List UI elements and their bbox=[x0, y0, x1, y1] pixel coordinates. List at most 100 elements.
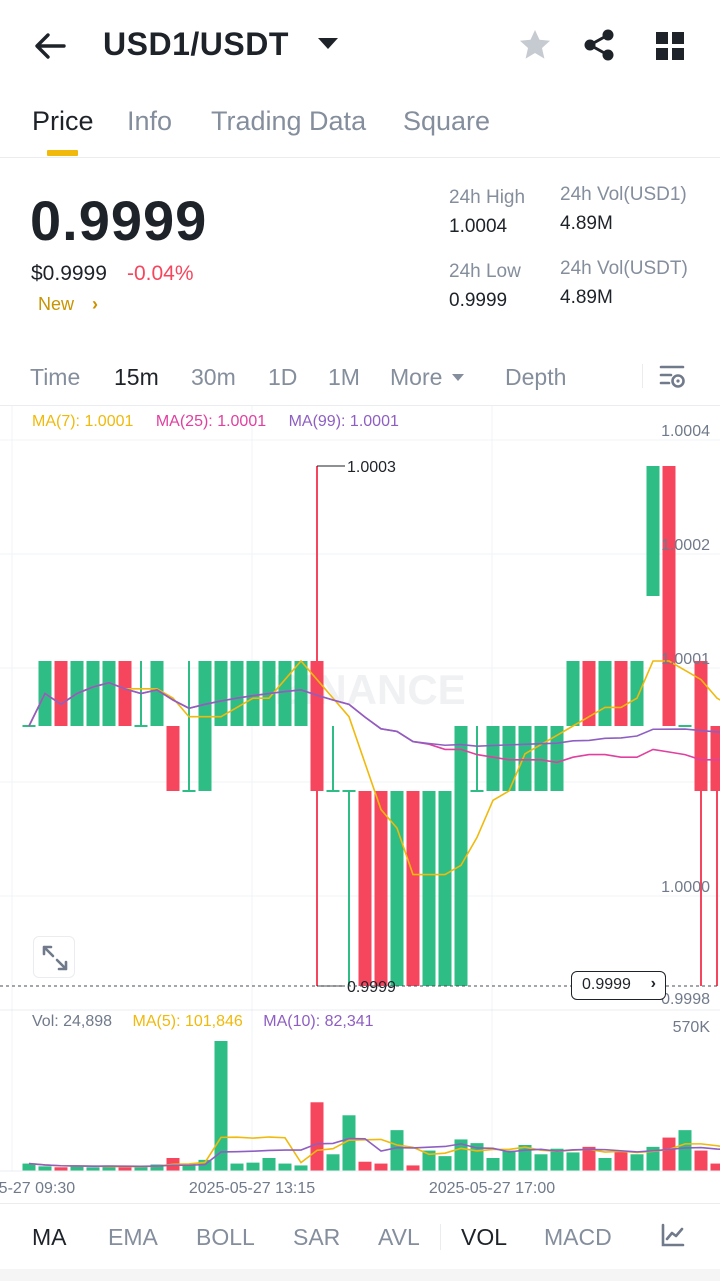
last-price-tag[interactable]: 0.9999 › bbox=[571, 971, 666, 1000]
volume-bar bbox=[646, 1146, 660, 1171]
candle-body bbox=[582, 661, 596, 726]
indicator-ma[interactable]: MA bbox=[32, 1224, 67, 1250]
volume-bar bbox=[486, 1158, 500, 1171]
y-axis-tick: 1.0002 bbox=[661, 537, 710, 554]
low-label: 24h Low bbox=[449, 261, 521, 282]
volume-bar bbox=[534, 1154, 548, 1171]
indicator-vol[interactable]: VOL bbox=[461, 1224, 508, 1250]
vol-usdt-label: 24h Vol(USDT) bbox=[560, 258, 688, 279]
volume-bar bbox=[214, 1041, 228, 1171]
chevron-down-icon[interactable] bbox=[318, 38, 338, 49]
candle-body bbox=[182, 790, 196, 792]
ma-legend: MA(7): 1.0001 MA(25): 1.0001 MA(99): 1.0… bbox=[32, 413, 417, 431]
candle-body bbox=[470, 790, 484, 792]
expand-icon bbox=[42, 945, 68, 971]
chart-settings-icon[interactable] bbox=[658, 362, 686, 390]
vol-ma10-legend: MA(10): 82,341 bbox=[263, 1013, 374, 1030]
indicator-macd[interactable]: MACD bbox=[544, 1224, 612, 1250]
vol-ma5-legend: MA(5): 101,846 bbox=[132, 1013, 243, 1030]
indicator-boll[interactable]: BOLL bbox=[196, 1224, 255, 1250]
volume-bar bbox=[582, 1146, 596, 1171]
volume-bar bbox=[454, 1139, 468, 1171]
volume-bar bbox=[710, 1163, 720, 1171]
candle-body bbox=[534, 726, 548, 791]
last-price: 0.9999 bbox=[30, 189, 208, 252]
high-marker-label: 1.0003 bbox=[347, 459, 396, 476]
divider bbox=[642, 364, 643, 388]
volume-legend: Vol: 24,898 MA(5): 101,846 MA(10): 82,34… bbox=[32, 1013, 390, 1031]
interval-1m[interactable]: 1M bbox=[328, 364, 360, 390]
interval-1d[interactable]: 1D bbox=[268, 364, 298, 390]
volume-bar bbox=[310, 1102, 324, 1171]
high-label: 24h High bbox=[449, 187, 526, 208]
indicator-avl[interactable]: AVL bbox=[378, 1224, 420, 1250]
volume-bar bbox=[150, 1164, 164, 1171]
interval-time[interactable]: Time bbox=[30, 364, 81, 390]
interval-more[interactable]: More bbox=[390, 364, 443, 390]
tab-price[interactable]: Price bbox=[32, 106, 94, 136]
candle-body bbox=[406, 791, 420, 986]
indicator-sar[interactable]: SAR bbox=[293, 1224, 341, 1250]
candle-body bbox=[486, 726, 500, 791]
tab-square[interactable]: Square bbox=[403, 106, 491, 136]
candle-body bbox=[102, 661, 116, 726]
volume-bar bbox=[246, 1162, 260, 1171]
volume-bar bbox=[118, 1167, 132, 1171]
candle-body bbox=[166, 726, 180, 791]
candle-body bbox=[86, 661, 100, 726]
grid-menu-icon[interactable] bbox=[656, 32, 684, 60]
volume-bar bbox=[358, 1161, 372, 1171]
interval-bar: Time 15m 30m 1D 1M More Depth bbox=[0, 352, 720, 406]
candle-body bbox=[502, 726, 516, 791]
candle-body bbox=[294, 661, 308, 726]
fullscreen-button[interactable] bbox=[33, 936, 75, 978]
star-icon[interactable] bbox=[517, 27, 553, 63]
vol-ma10-line bbox=[28, 1137, 720, 1168]
interval-30m[interactable]: 30m bbox=[191, 364, 236, 390]
volume-bar bbox=[102, 1165, 116, 1171]
volume-bar bbox=[406, 1165, 420, 1171]
tab-trading-data[interactable]: Trading Data bbox=[211, 106, 367, 136]
candle-body bbox=[454, 726, 468, 986]
volume-bar bbox=[70, 1166, 84, 1171]
ma25-legend: MA(25): 1.0001 bbox=[155, 413, 267, 430]
depth-tab[interactable]: Depth bbox=[505, 364, 567, 390]
y-axis-tick: 0.9998 bbox=[661, 991, 710, 1008]
ma7-legend: MA(7): 1.0001 bbox=[32, 413, 134, 430]
x-axis-tick: 2025-05-27 17:00 bbox=[429, 1180, 555, 1197]
candlestick-chart[interactable]: BINANCE1.00030.99991.00041.00021.00011.0… bbox=[0, 406, 720, 1200]
candle-body bbox=[358, 791, 372, 986]
x-axis-tick: 2025-05-27 13:15 bbox=[189, 1180, 315, 1197]
indicator-settings-icon[interactable] bbox=[660, 1222, 686, 1248]
y-axis-tick: 1.0004 bbox=[661, 423, 710, 440]
volume-bar bbox=[198, 1159, 212, 1171]
volume-bar bbox=[550, 1148, 564, 1171]
volume-bar bbox=[278, 1163, 292, 1171]
volume-bar bbox=[262, 1158, 276, 1171]
trading-pair-title[interactable]: USD1/USDT bbox=[103, 26, 289, 62]
high-value: 1.0004 bbox=[449, 216, 508, 237]
volume-bar bbox=[182, 1163, 196, 1171]
candle-body bbox=[326, 790, 340, 792]
volume-bar bbox=[598, 1158, 612, 1171]
candle-body bbox=[678, 725, 692, 727]
volume-bar bbox=[54, 1167, 68, 1171]
volume-bar bbox=[630, 1154, 644, 1171]
candle-body bbox=[438, 791, 452, 986]
candle-body bbox=[278, 661, 292, 726]
volume-bar bbox=[422, 1150, 436, 1171]
chevron-right-icon[interactable]: › bbox=[92, 294, 98, 314]
price-change-percent: -0.04% bbox=[127, 262, 194, 285]
indicator-ema[interactable]: EMA bbox=[108, 1224, 158, 1250]
ma99-legend: MA(99): 1.0001 bbox=[288, 413, 399, 430]
back-arrow-icon[interactable] bbox=[30, 26, 70, 66]
share-icon[interactable] bbox=[582, 28, 616, 62]
new-tag-link[interactable]: New bbox=[38, 294, 75, 314]
volume-bar bbox=[326, 1154, 340, 1171]
volume-bar bbox=[294, 1165, 308, 1171]
volume-bar bbox=[502, 1150, 516, 1171]
tab-info[interactable]: Info bbox=[127, 106, 173, 136]
interval-15m[interactable]: 15m bbox=[114, 364, 159, 390]
caret-down-icon[interactable] bbox=[452, 374, 464, 381]
volume-bar bbox=[662, 1137, 676, 1171]
